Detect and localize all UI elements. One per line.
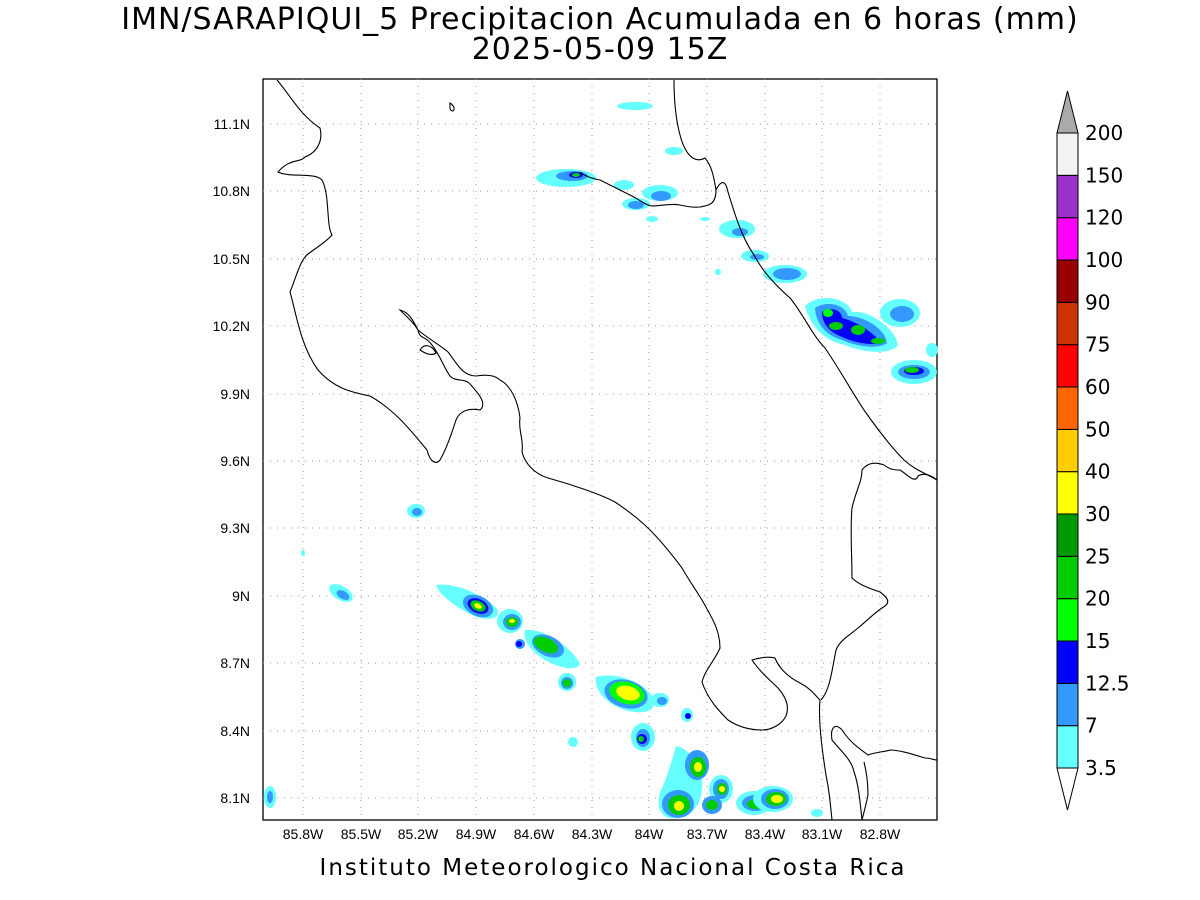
lon-tick-label: 83.4W — [745, 826, 786, 842]
lat-tick-label: 8.7N — [220, 655, 250, 671]
map-title: IMN/SARAPIQUI_5 Precipitacion Acumulada … — [121, 2, 1079, 37]
lat-tick-label: 9.3N — [220, 520, 250, 536]
colorbar-label: 15 — [1085, 629, 1110, 653]
colorbar-label: 150 — [1085, 163, 1123, 187]
colorbar-label: 7 — [1085, 714, 1098, 738]
colorbar-swatch — [1056, 301, 1079, 346]
colorbar-swatch — [1056, 471, 1079, 515]
lat-tick-label: 11.1N — [214, 116, 250, 132]
lon-tick-label: 84.3W — [572, 826, 613, 842]
colorbar-label: 40 — [1085, 460, 1110, 484]
lat-tick-label: 10.8N — [213, 183, 250, 199]
colorbar-lower-arrow — [1056, 767, 1079, 811]
colorbar-label: 200 — [1085, 121, 1123, 145]
lon-tick-label: 85.8W — [283, 826, 324, 842]
lon-tick-label: 83.1W — [802, 826, 843, 842]
colorbar-swatch — [1056, 132, 1079, 176]
lon-tick-label: 84W — [635, 826, 665, 842]
lon-tick-label: 85.2W — [398, 826, 439, 842]
lon-tick-label: 83.7W — [687, 826, 728, 842]
colorbar-swatch — [1056, 682, 1079, 727]
lat-tick-label: 8.1N — [220, 790, 250, 806]
colorbar-label: 90 — [1085, 290, 1110, 314]
lon-tick-label: 85.5W — [341, 826, 382, 842]
map-subtitle: 2025-05-09 15Z — [471, 32, 729, 67]
colorbar-label: 75 — [1085, 333, 1110, 357]
lon-axis: 85.8W 85.5W 85.2W 84.9W 84.6W 84.3W 84W … — [283, 826, 901, 842]
colorbar-swatch — [1056, 640, 1079, 684]
colorbar-label: 12.5 — [1085, 671, 1130, 695]
lat-tick-label: 10.5N — [213, 251, 250, 267]
colorbar-swatch — [1056, 174, 1079, 219]
colorbar-label: 20 — [1085, 587, 1110, 611]
colorbar-label: 25 — [1085, 544, 1110, 568]
colorbar-swatch — [1056, 428, 1079, 473]
colorbar-swatch — [1056, 725, 1079, 769]
colorbar-label: 120 — [1085, 206, 1123, 230]
lat-tick-label: 10.2N — [213, 318, 250, 334]
colorbar-label: 100 — [1085, 248, 1123, 272]
coastlines — [276, 79, 938, 821]
colorbar-swatch — [1056, 217, 1079, 261]
lat-tick-label: 8.4N — [220, 723, 250, 739]
colorbar-label: 30 — [1085, 502, 1110, 526]
colorbar-swatch — [1056, 344, 1079, 388]
lon-tick-label: 82.8W — [860, 826, 901, 842]
colorbar-label: 3.5 — [1085, 756, 1117, 780]
footer-credit: Instituto Meteorologico Nacional Costa R… — [319, 855, 907, 881]
colorbar-swatch — [1056, 386, 1079, 430]
colorbar-swatch — [1056, 555, 1079, 600]
colorbar-swatch — [1056, 259, 1079, 303]
colorbar-label: 50 — [1085, 417, 1110, 441]
colorbar-label: 60 — [1085, 375, 1110, 399]
colorbar: 3.5 7 12.5 15 20 25 30 40 50 60 75 90 100 120 150 200 — [1056, 90, 1130, 811]
lon-tick-label: 84.6W — [514, 826, 555, 842]
lat-tick-label: 9N — [232, 588, 250, 604]
colorbar-upper-arrow — [1056, 90, 1079, 134]
colorbar-swatch — [1056, 513, 1079, 557]
plot-frame — [262, 78, 938, 821]
colorbar-swatch — [1056, 598, 1079, 642]
gridlines — [263, 79, 937, 820]
precipitation-field — [264, 102, 938, 819]
lat-axis: 8.1N 8.4N 8.7N 9N 9.3N 9.6N 9.9N 10.2N 1… — [213, 116, 250, 806]
lon-tick-label: 84.9W — [456, 826, 497, 842]
lat-tick-label: 9.6N — [220, 453, 250, 469]
lat-tick-label: 9.9N — [220, 386, 250, 402]
